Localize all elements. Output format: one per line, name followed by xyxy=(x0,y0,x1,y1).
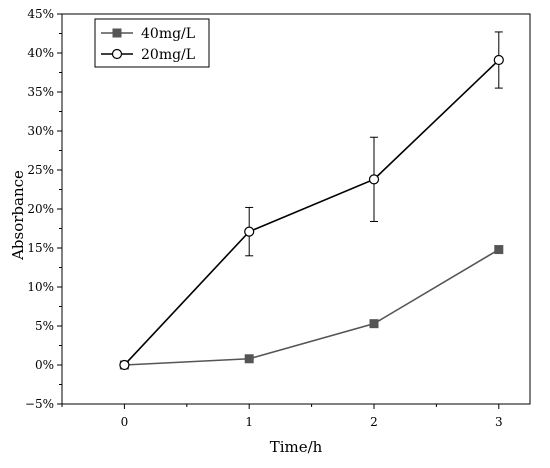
y-tick-label: 45% xyxy=(27,7,54,21)
series-layer xyxy=(119,31,504,371)
y-tick-label: 15% xyxy=(27,241,54,255)
legend: 40mg/L 20mg/L xyxy=(94,18,210,68)
data-point-circle xyxy=(368,174,380,185)
x-axis-title: Time/h xyxy=(270,438,323,456)
y-tick-label: −5% xyxy=(25,397,54,411)
data-point-square xyxy=(244,354,254,364)
x-tick-label: 0 xyxy=(121,415,129,429)
ticks: −5% 0% 5% 10% 15% 20% 25% 30% 35% 40% 45% 0 1 2 3 xyxy=(25,7,503,429)
x-tick-label: 1 xyxy=(245,415,253,429)
y-tick-label: 20% xyxy=(27,202,54,216)
data-point-circle xyxy=(244,226,255,237)
data-point-circle xyxy=(493,54,504,66)
legend-label: 40mg/L xyxy=(141,26,195,42)
x-tick-label: 3 xyxy=(495,415,503,429)
legend-box xyxy=(94,18,210,68)
series-line xyxy=(124,248,500,366)
y-tick-label: 30% xyxy=(27,124,54,138)
y-tick-label: 25% xyxy=(27,163,54,177)
data-point-circle xyxy=(119,359,130,371)
data-point-square xyxy=(112,28,122,38)
y-axis-title: Absorbance xyxy=(9,170,27,261)
legend-label: 20mg/L xyxy=(141,47,195,63)
x-tick-label: 2 xyxy=(370,415,378,429)
y-tick-label: 5% xyxy=(35,319,54,333)
data-point-square xyxy=(494,245,504,255)
data-point-square xyxy=(369,319,379,329)
y-tick-label: 10% xyxy=(27,280,54,294)
y-tick-label: 35% xyxy=(27,85,54,99)
series-line xyxy=(123,59,500,366)
y-tick-label: 0% xyxy=(35,358,54,372)
y-tick-label: 40% xyxy=(27,46,54,60)
data-point-circle xyxy=(111,48,123,60)
series-1 xyxy=(119,31,504,371)
